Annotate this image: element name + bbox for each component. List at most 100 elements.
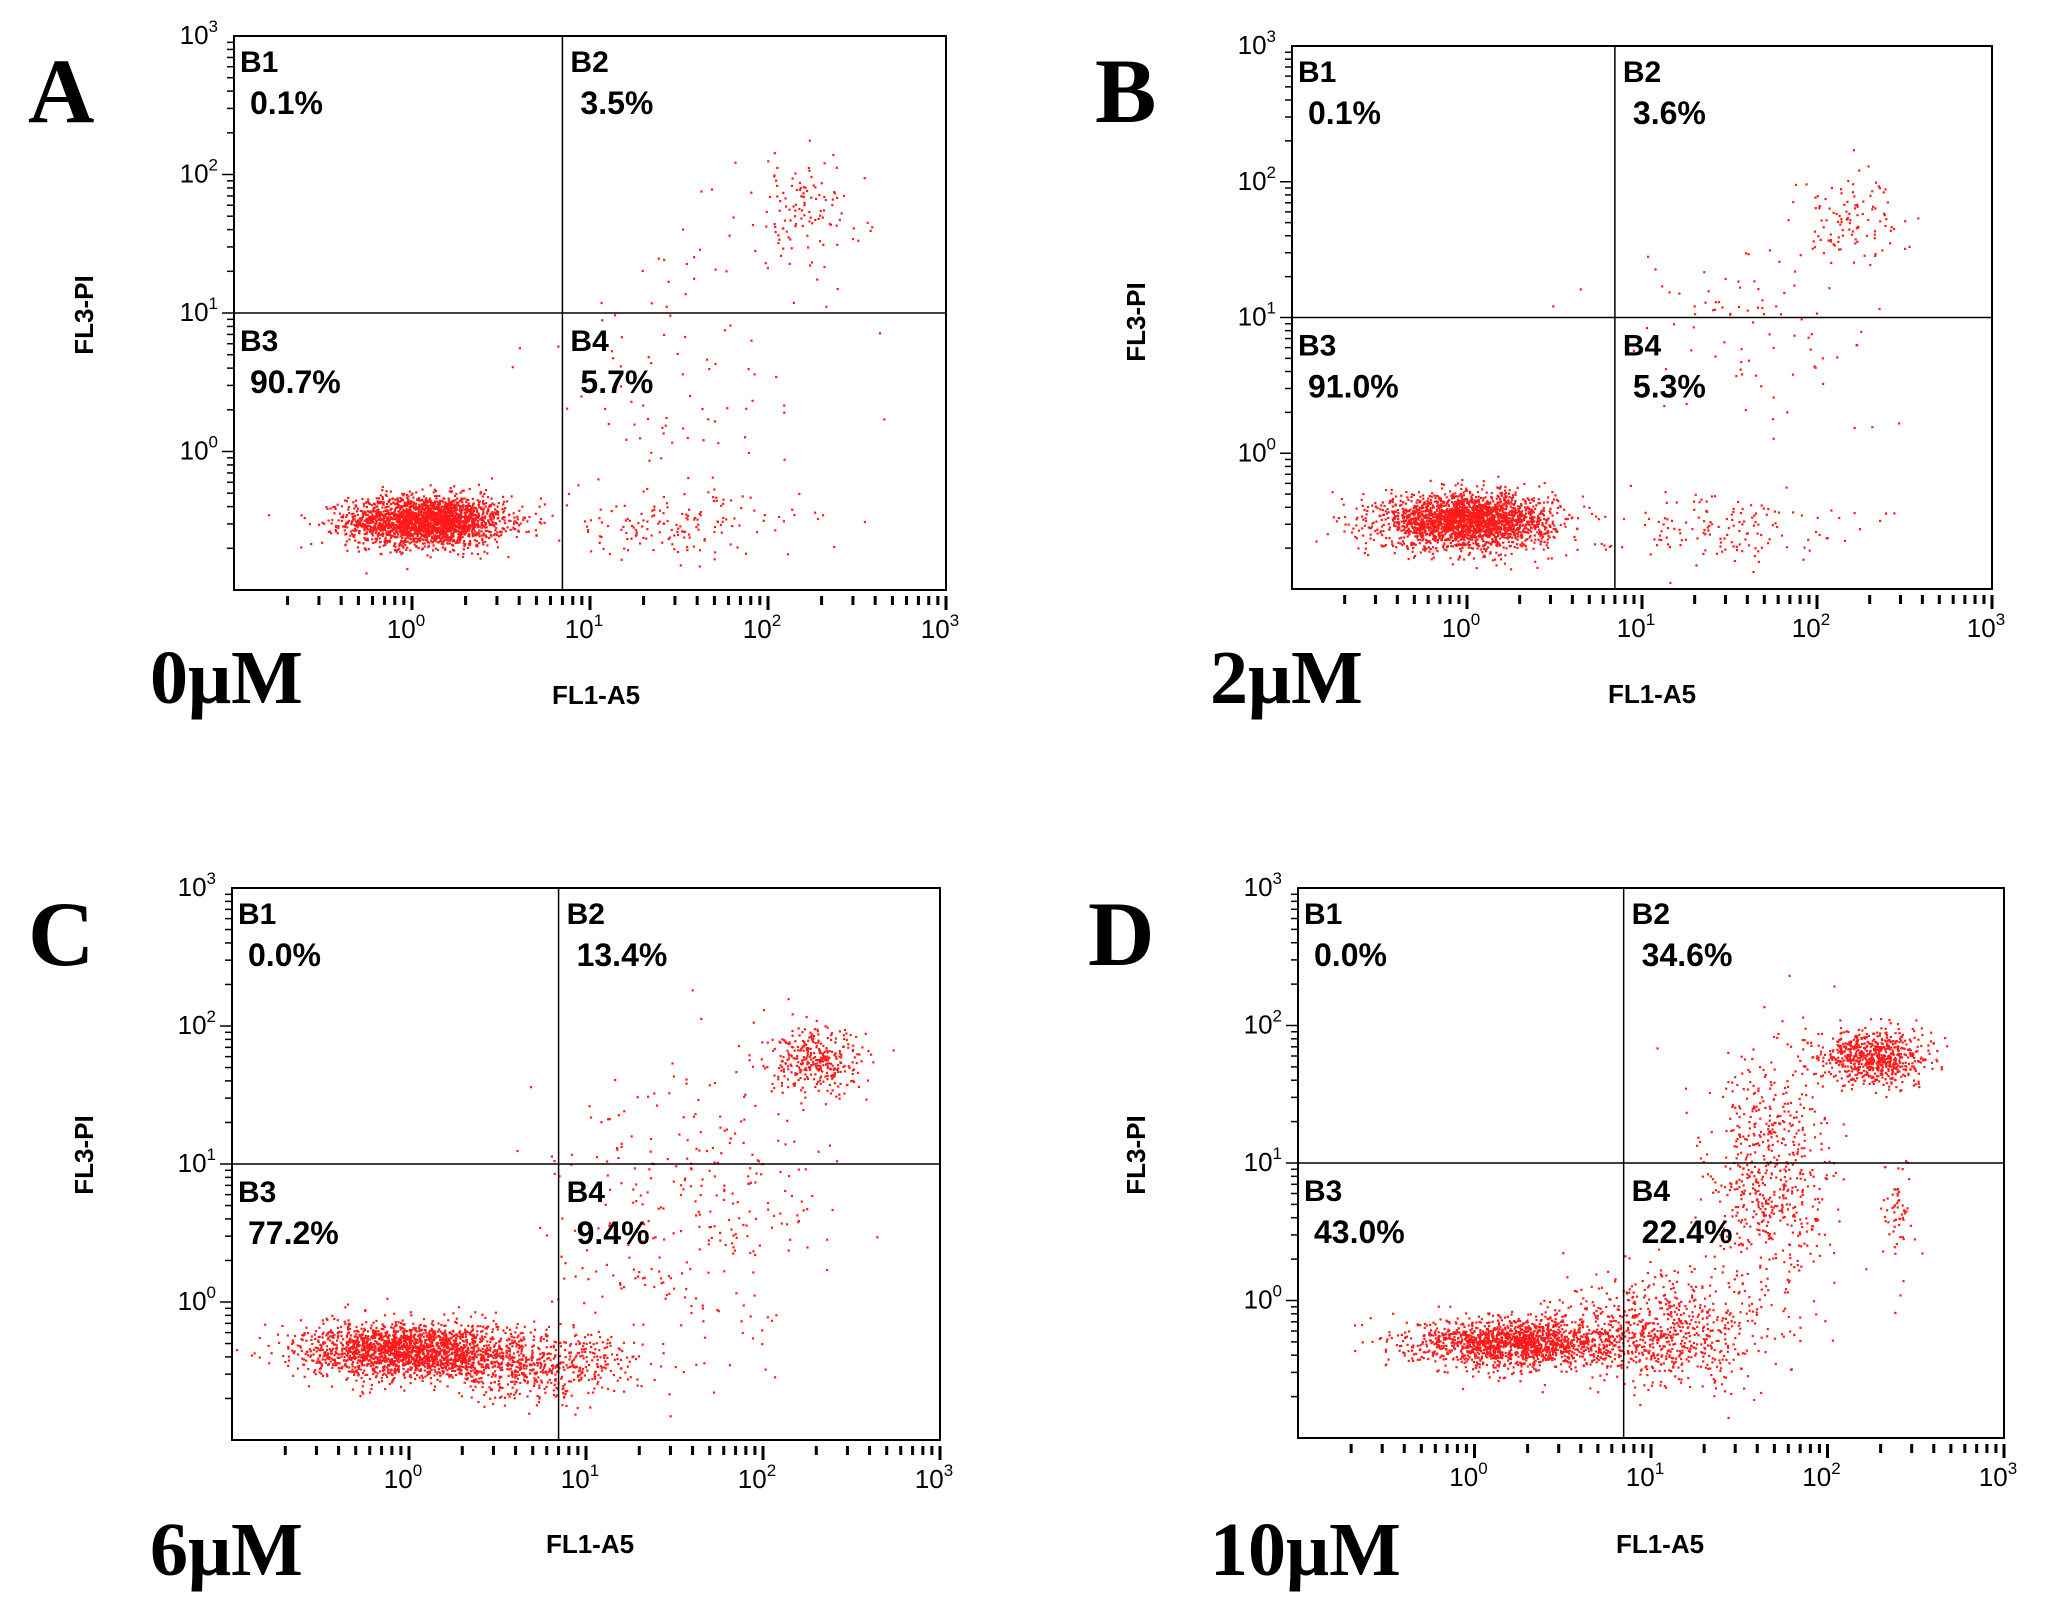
point <box>787 236 790 239</box>
point <box>484 534 487 537</box>
point <box>399 506 402 509</box>
point <box>1420 513 1423 516</box>
point <box>1449 536 1452 539</box>
point <box>384 528 387 531</box>
point <box>1443 514 1446 517</box>
point <box>632 526 635 529</box>
point <box>436 522 439 525</box>
point <box>423 518 426 521</box>
point <box>1546 519 1549 522</box>
point <box>1440 531 1443 534</box>
point <box>1460 496 1464 499</box>
point <box>435 518 438 521</box>
point <box>431 502 434 506</box>
point <box>435 528 438 531</box>
point <box>1546 501 1549 504</box>
point <box>444 547 447 550</box>
point <box>878 332 882 335</box>
point <box>1422 522 1425 525</box>
point <box>682 530 685 533</box>
point <box>421 542 424 545</box>
point <box>1446 545 1449 548</box>
point <box>444 527 447 530</box>
point <box>671 441 674 444</box>
point <box>406 546 409 549</box>
point <box>483 492 486 495</box>
point <box>330 532 333 535</box>
point <box>396 526 399 530</box>
point <box>459 507 462 510</box>
point <box>384 493 387 496</box>
point <box>373 526 377 529</box>
y-tick-exponent: 1 <box>209 294 218 313</box>
point <box>500 531 503 534</box>
point <box>710 188 714 191</box>
point <box>815 197 818 200</box>
point <box>586 529 590 532</box>
point <box>1542 535 1545 538</box>
point <box>471 518 475 521</box>
point <box>712 499 715 503</box>
point <box>1467 525 1470 528</box>
point <box>359 520 362 524</box>
point <box>620 558 623 561</box>
point <box>534 512 537 515</box>
point <box>456 503 459 506</box>
point <box>388 540 391 543</box>
point <box>467 518 470 521</box>
point <box>1505 508 1508 511</box>
point <box>1440 483 1443 486</box>
point <box>432 527 436 530</box>
point <box>436 531 439 534</box>
point <box>1424 529 1427 532</box>
quadrant-percent: 5.7% <box>580 364 653 400</box>
point <box>1481 536 1484 539</box>
point <box>432 503 435 506</box>
point <box>365 513 368 516</box>
point <box>430 517 433 520</box>
point <box>409 529 412 532</box>
point <box>1383 504 1386 508</box>
point <box>1475 530 1478 533</box>
point <box>452 514 455 517</box>
point <box>400 532 403 535</box>
point <box>1421 539 1424 542</box>
point <box>707 491 710 494</box>
point <box>667 537 670 541</box>
point <box>657 257 660 260</box>
point <box>1517 516 1520 519</box>
point <box>417 499 420 502</box>
point <box>697 528 700 531</box>
point <box>484 526 487 529</box>
point <box>371 517 374 520</box>
point <box>1482 497 1485 500</box>
point <box>1538 519 1541 522</box>
point <box>441 535 444 538</box>
point <box>821 216 824 219</box>
point <box>650 534 653 537</box>
point <box>413 543 416 546</box>
point <box>661 426 664 429</box>
point <box>486 529 489 533</box>
point <box>713 558 716 561</box>
point <box>368 502 371 505</box>
point <box>1361 515 1364 518</box>
point <box>415 521 418 524</box>
point <box>1472 529 1475 532</box>
point <box>1473 514 1476 517</box>
point <box>436 513 439 516</box>
point <box>398 547 401 550</box>
point <box>1507 519 1510 523</box>
point <box>439 509 443 512</box>
point <box>429 499 432 502</box>
point <box>364 549 367 552</box>
point <box>661 541 664 544</box>
point <box>738 524 741 527</box>
point <box>716 521 719 524</box>
point <box>1460 487 1463 491</box>
point <box>630 400 633 403</box>
point <box>1444 512 1447 515</box>
point <box>447 497 450 500</box>
point <box>1412 511 1415 514</box>
point <box>393 509 396 512</box>
